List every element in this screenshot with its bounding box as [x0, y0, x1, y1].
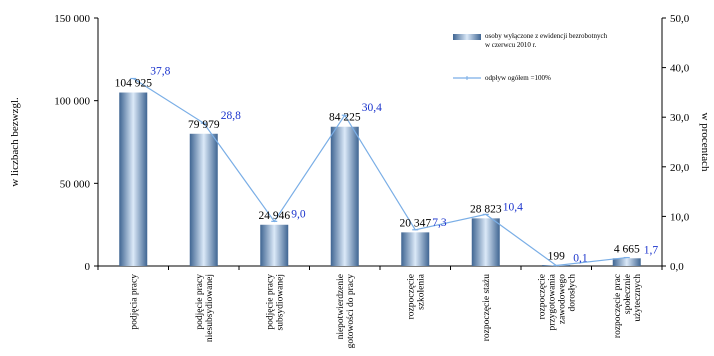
percent-value-label: 30,4	[362, 102, 382, 114]
category-label: gotowości do pracy	[346, 274, 356, 349]
category-label-group: podjęcie pracy subsydiowanej	[265, 274, 285, 331]
right-tick-label: 40,0	[670, 63, 690, 75]
legend-bar-swatch	[453, 34, 481, 40]
bar-value-label: 20 347	[399, 217, 431, 229]
right-tick-label: 10,0	[670, 211, 690, 223]
bar	[119, 92, 148, 266]
bar-value-label: 4 665	[614, 243, 640, 255]
category-label: użytecznych	[633, 274, 643, 322]
percent-series-line	[132, 78, 627, 267]
legend-bar-label: w czerwcu 2010 r.	[485, 41, 537, 49]
percent-line	[130, 77, 630, 267]
bar	[612, 258, 641, 266]
category-label-group: rozpoczęcie przygotowania zawodowego dorosł…	[537, 273, 577, 330]
percent-value-label: 1,7	[644, 245, 659, 257]
category-label: podjęcie pracy	[265, 274, 275, 330]
category-label: przygotowania	[547, 273, 557, 330]
bars	[119, 92, 641, 266]
percent-value-label: 0,1	[573, 253, 588, 265]
bar	[401, 232, 430, 266]
bar-value-label: 28 823	[470, 203, 502, 215]
bar-value-label: 84 225	[329, 112, 361, 124]
category-label-group: rozpoczęcie szkolenia	[406, 273, 426, 319]
category-label: rozpoczęcie prac	[613, 274, 623, 338]
category-label-group: rozpoczęcie stażu	[482, 274, 492, 341]
left-axis-title: w liczbach bezwzgl.	[9, 97, 21, 187]
category-label: podjęcie pracy	[195, 274, 205, 330]
bar-value-label: 199	[548, 251, 566, 263]
bar	[471, 218, 500, 266]
right-tick-label: 20,0	[670, 162, 690, 174]
category-label-group: podjęcie pracy niesubsydiowanej	[195, 274, 215, 342]
legend: osoby wyłączone z ewidencji bezrobotnych…	[453, 32, 608, 82]
legend-line-label: odpływ ogółem =100%	[485, 74, 551, 82]
bar	[189, 133, 218, 266]
right-tick-label: 50,0	[670, 13, 690, 25]
bar-value-label: 24 946	[258, 210, 290, 222]
left-tick-label: 50 000	[60, 178, 91, 190]
category-label-group: niepotwierdzenie gotowości do pracy	[336, 274, 356, 349]
category-label: niepotwierdzenie	[336, 274, 346, 339]
category-label: rozpoczęcie stażu	[482, 274, 492, 341]
percent-value-label: 37,8	[150, 66, 170, 78]
axes: 0 50 000 100 000 150 000 0,0 10,0 20,0 30,0 40,0…	[9, 13, 711, 273]
category-label: społecznie	[623, 274, 633, 314]
right-axis-title: w procentach	[699, 113, 711, 172]
category-label: niesubsydiowanej	[205, 274, 215, 342]
category-label: podjęcia pracy	[129, 274, 139, 330]
left-tick-label: 100 000	[54, 96, 90, 108]
bar-value-label: 79 979	[188, 119, 220, 131]
category-label: zawodowego	[557, 274, 567, 324]
right-tick-label: 30,0	[670, 112, 690, 124]
right-tick-label: 0,0	[670, 261, 684, 273]
labels: 104 925 79 979 24 946 84 225 20 347 28 823 199…	[115, 66, 659, 349]
percent-value-label: 10,4	[503, 201, 523, 213]
percent-value-label: 9,0	[291, 208, 306, 220]
category-label: dorosłych	[567, 274, 577, 312]
left-tick-label: 150 000	[54, 13, 90, 25]
bar	[330, 126, 359, 266]
category-label: rozpoczęcie	[537, 274, 547, 319]
category-label-group: podjęcia pracy	[129, 274, 139, 330]
percent-value-label: 7,3	[432, 217, 447, 229]
bar-value-label: 104 925	[115, 78, 153, 90]
category-label: szkolenia	[416, 273, 426, 310]
category-label-group: rozpoczęcie prac społecznie użytecznych	[613, 274, 643, 338]
percent-value-label: 28,8	[221, 110, 241, 122]
left-tick-label: 0	[85, 261, 91, 273]
legend-bar-label: osoby wyłączone z ewidencji bezrobotnych	[485, 32, 608, 40]
bar	[260, 224, 289, 266]
category-label: rozpoczęcie	[406, 274, 416, 319]
category-label: subsydiowanej	[275, 274, 285, 330]
